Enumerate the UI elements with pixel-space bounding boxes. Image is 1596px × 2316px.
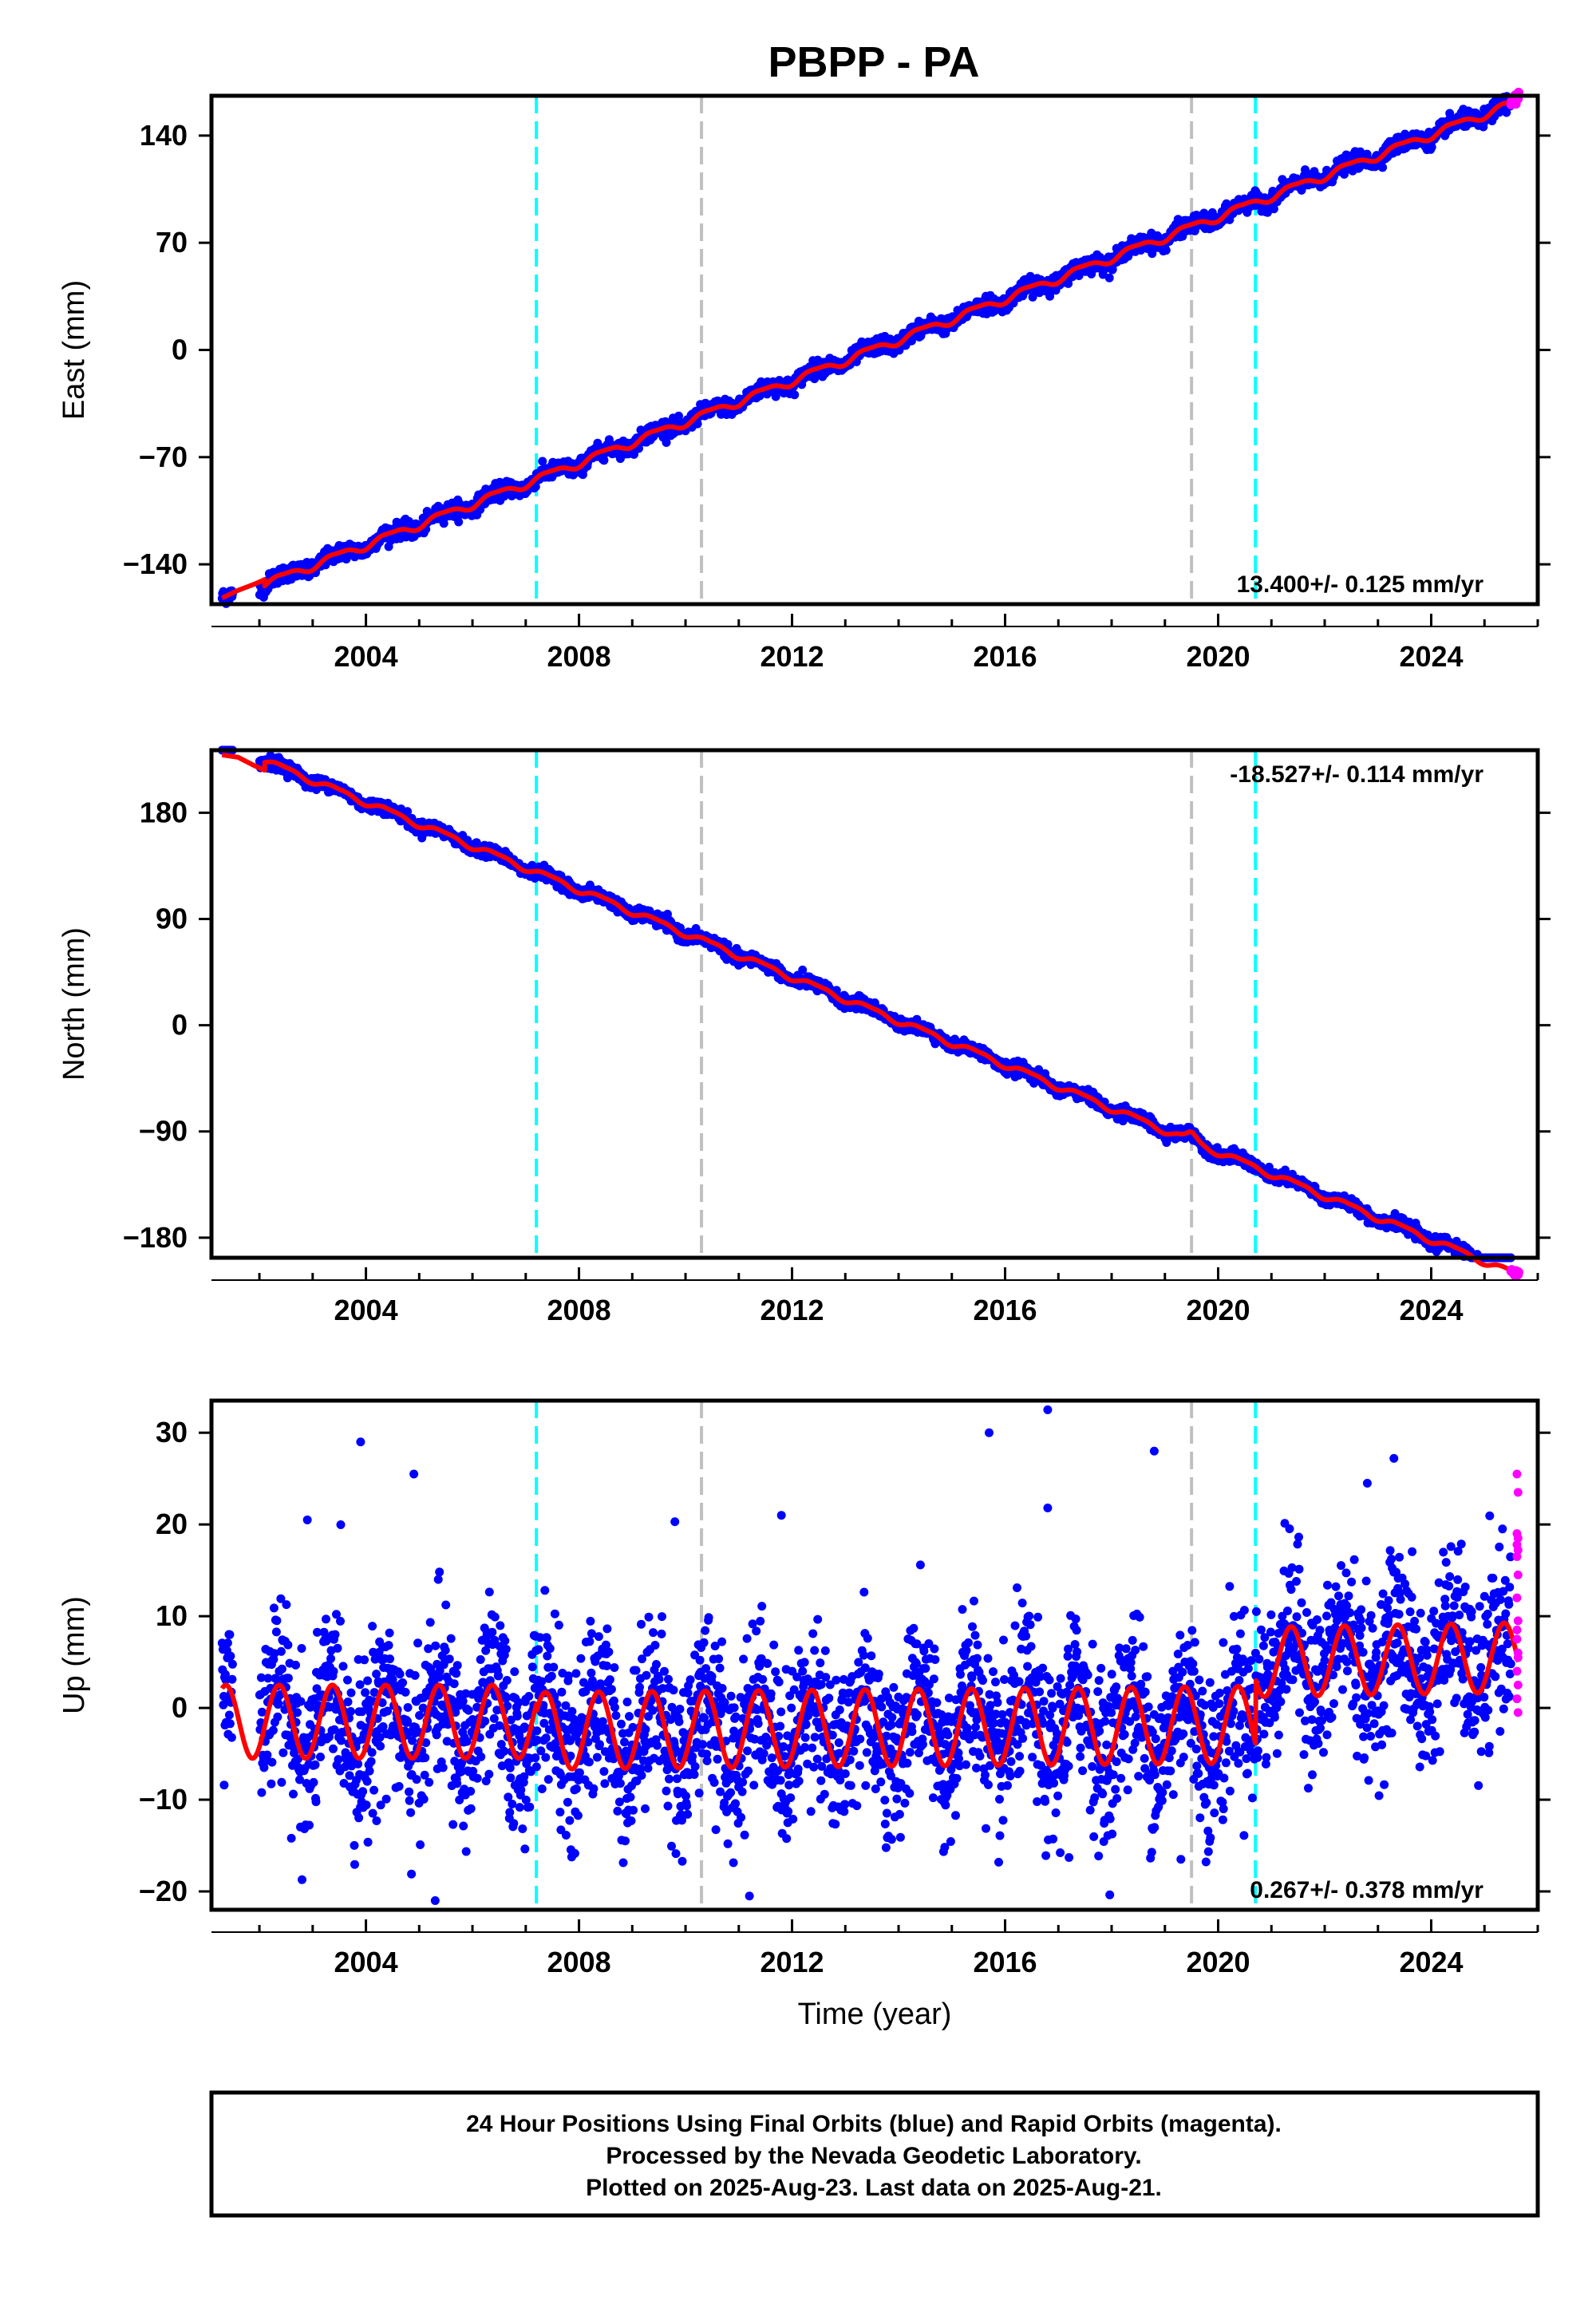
y-tick-label: −140 [123, 547, 188, 580]
east-panel: −140 −70 0 70 140 2004 2008 2012 2016 2020 2024 Eas… [57, 87, 1551, 673]
x-tick-label: 2020 [1186, 640, 1250, 673]
observation-point [790, 390, 800, 400]
y-tick-label: 70 [156, 226, 188, 259]
observation-point [1378, 163, 1388, 172]
observation-point [439, 519, 448, 528]
x-tick-label: 2016 [973, 640, 1037, 673]
y-tick-label: 140 [140, 119, 188, 152]
x-tick-label: 2012 [760, 640, 824, 673]
x-tick-label: 2024 [1399, 640, 1463, 673]
y-tick-label: −70 [139, 441, 188, 473]
x-tick-label: 2004 [334, 640, 398, 673]
y-axis-label: East (mm) [57, 280, 91, 420]
observation-point [1161, 246, 1171, 255]
observation-point [531, 482, 540, 492]
observation-point [538, 456, 547, 466]
y-tick-label: 0 [172, 334, 188, 366]
observation-point [454, 517, 464, 527]
observation-point [1104, 273, 1114, 283]
x-tick-label: 2008 [547, 640, 611, 673]
chart-title: PBPP - PA [768, 38, 979, 86]
velocity-rate-label: 13.400+/- 0.125 mm/yr [1237, 571, 1484, 598]
rapid-orbit-points [1506, 87, 1523, 110]
